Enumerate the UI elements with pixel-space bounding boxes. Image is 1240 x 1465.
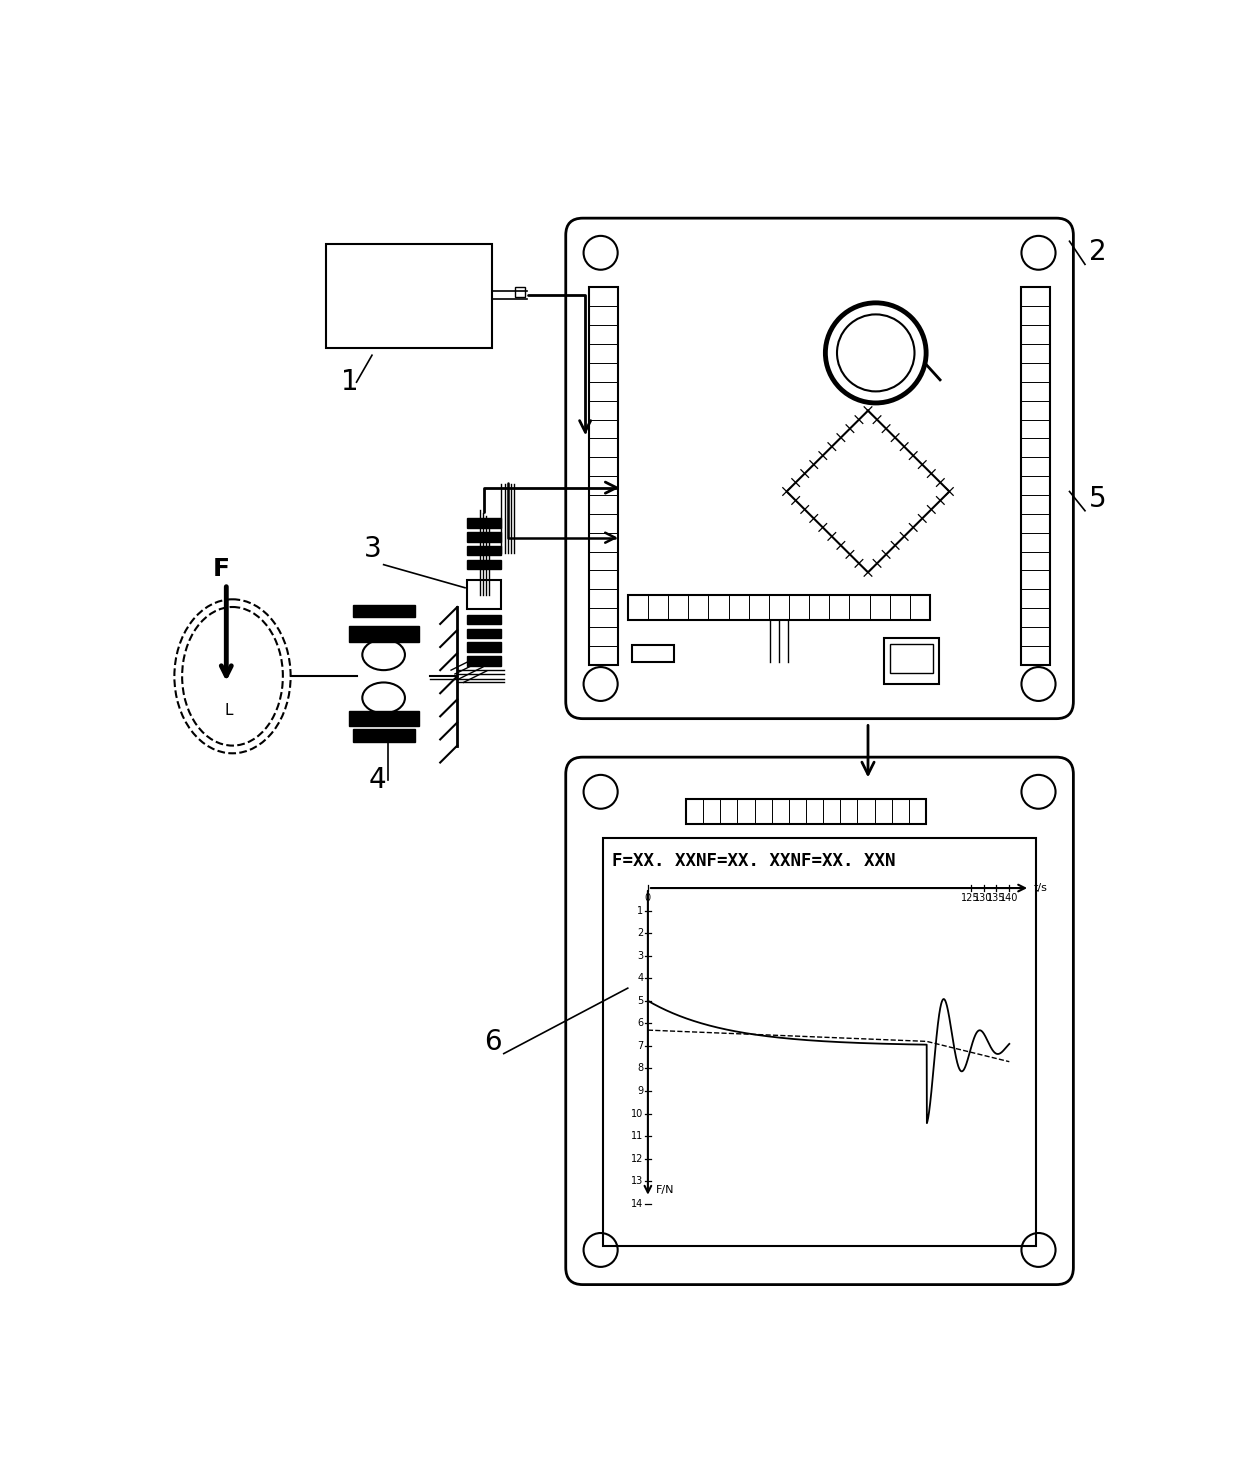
Text: 6: 6 (485, 1028, 502, 1056)
Text: 135: 135 (987, 894, 1006, 904)
Bar (516, 287, 525, 297)
Bar (686, 800, 926, 825)
Text: 5: 5 (1089, 485, 1106, 513)
Text: 11: 11 (631, 1131, 644, 1141)
Text: 0: 0 (645, 894, 651, 904)
Bar (627, 595, 930, 620)
Text: F/N: F/N (656, 1185, 675, 1194)
Bar (589, 287, 619, 665)
Bar (467, 519, 501, 527)
Text: 2: 2 (637, 929, 644, 938)
Text: 10: 10 (631, 1109, 644, 1119)
Text: F: F (213, 557, 231, 582)
Bar (1021, 287, 1050, 665)
Text: 140: 140 (1001, 894, 1018, 904)
Text: 6: 6 (637, 1018, 644, 1028)
Bar (467, 546, 501, 555)
Bar (325, 243, 492, 347)
Bar (352, 730, 414, 741)
Text: 2: 2 (1089, 239, 1106, 267)
Bar (348, 711, 419, 727)
Bar (467, 615, 501, 624)
Text: t/s: t/s (1034, 883, 1048, 894)
Text: 1: 1 (341, 368, 358, 396)
Text: 4: 4 (637, 973, 644, 983)
Text: 7: 7 (637, 1042, 644, 1050)
Bar (467, 580, 501, 609)
Text: 8: 8 (637, 1064, 644, 1074)
Text: F=XX. XXNF=XX. XXNF=XX. XXN: F=XX. XXNF=XX. XXNF=XX. XXN (613, 851, 895, 870)
Text: 125: 125 (961, 894, 980, 904)
Bar (467, 643, 501, 652)
Text: 9: 9 (637, 1086, 644, 1096)
Bar (467, 628, 501, 637)
Bar (890, 645, 934, 674)
Text: 3: 3 (637, 951, 644, 961)
Bar (467, 532, 501, 542)
Text: 1: 1 (637, 905, 644, 916)
Bar (603, 838, 1037, 1247)
Text: 14: 14 (631, 1198, 644, 1209)
Bar (352, 605, 414, 617)
Text: 3: 3 (365, 535, 382, 563)
Text: 4: 4 (368, 766, 386, 794)
Bar (348, 626, 419, 642)
Bar (467, 656, 501, 665)
Text: L: L (224, 703, 233, 718)
Text: 12: 12 (631, 1153, 644, 1163)
Text: 5: 5 (637, 996, 644, 1006)
Bar (467, 560, 501, 570)
Text: 130: 130 (975, 894, 993, 904)
Bar (883, 637, 940, 684)
Text: 13: 13 (631, 1176, 644, 1187)
Bar (631, 646, 675, 662)
